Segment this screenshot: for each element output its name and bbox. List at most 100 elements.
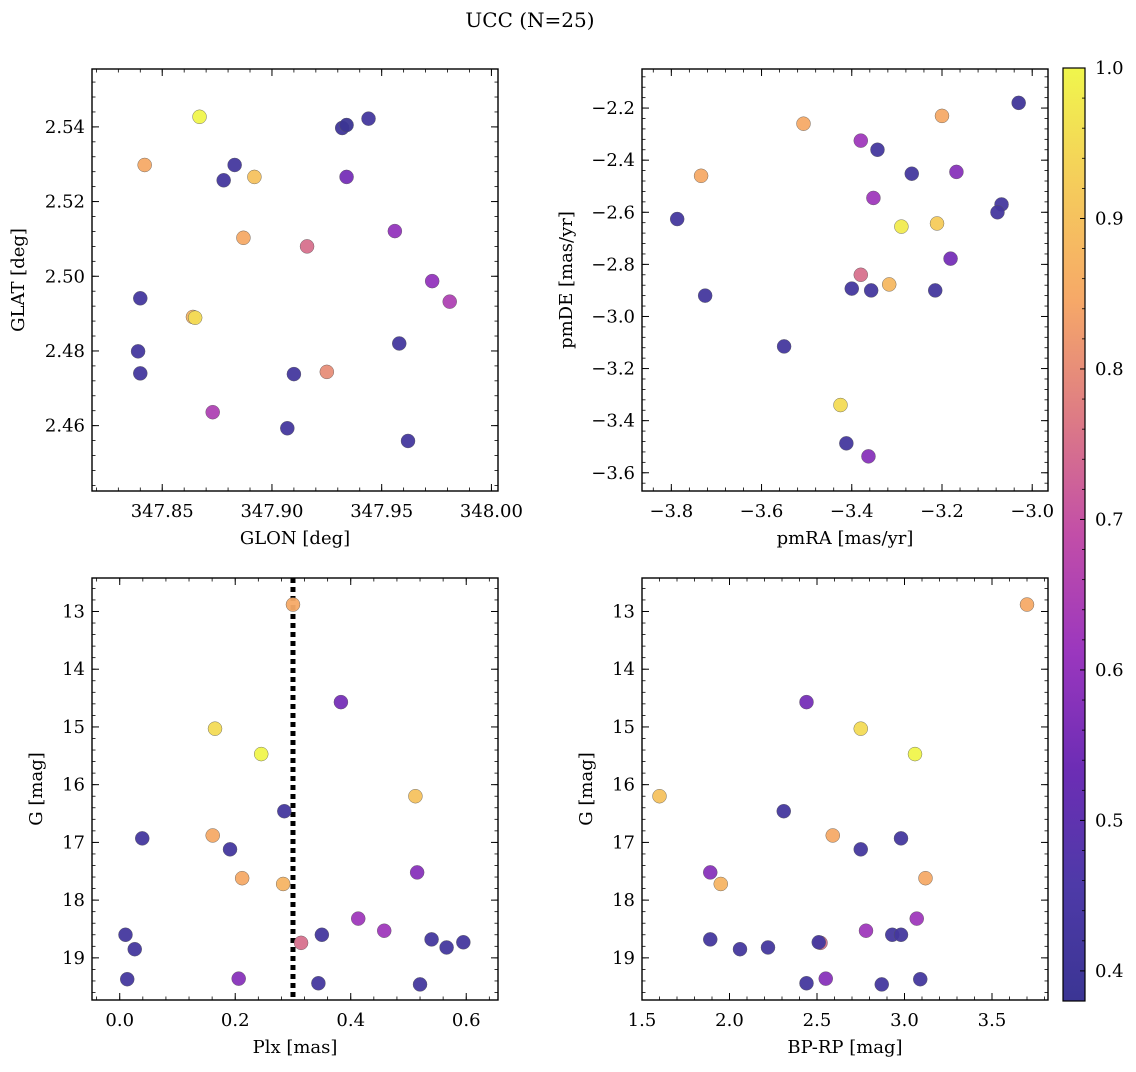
data-point [825,828,840,843]
y-tick-label: 17 [612,832,635,853]
data-point [853,133,868,148]
data-point [703,865,718,880]
data-point [409,865,425,880]
data-point [339,117,354,133]
data-point [205,405,220,420]
data-point [377,923,392,938]
x-tick-label: −3.0 [1010,501,1054,522]
data-point [456,935,471,950]
data-point [853,721,868,736]
x-axis-label: Plx [mas] [253,1037,338,1058]
data-point [697,288,713,303]
data-point [799,976,814,991]
y-tick-label: 14 [62,659,85,680]
data-point [120,972,135,987]
panel-lonlat: 347.85 347.90 347.95 348.00 2.46 2.48 2.50 2.52… [8,68,523,549]
data-point [192,109,207,125]
colorbar-tick-label: 0.5 [1095,810,1124,831]
x-tick-label: −3.8 [649,501,693,522]
y-tick-label: 13 [62,601,85,622]
data-point [424,273,440,289]
x-tick-label: 2.0 [715,1010,744,1031]
y-tick-label: 18 [62,890,85,911]
data-point [949,164,964,180]
data-point [133,366,148,381]
x-tick-label: 347.90 [240,501,303,522]
y-tick-label: 16 [612,775,635,796]
y-tick-label: −3.6 [591,463,635,484]
data-point [231,971,246,986]
data-point [863,283,879,298]
x-tick-label: 2.5 [803,1010,832,1031]
data-point [934,108,950,124]
scatter-points [118,597,471,992]
data-point [227,157,242,173]
data-point [187,310,203,325]
y-tick-label: 15 [612,717,635,738]
x-tick-label: 1.5 [628,1010,657,1031]
data-point [361,111,376,126]
data-point [928,283,943,298]
scatter-points [652,597,1035,992]
colorbar-tick-label: 0.9 [1095,208,1124,229]
colorbar-gradient [1062,67,1086,1002]
panel-cmd: 1.5 2.0 2.5 3.0 3.5 13 14 15 16 17 18 19 BP-RP [mag]… [576,577,1049,1058]
data-point [339,169,354,185]
x-tick-label: 348.00 [460,501,523,522]
x-tick-label: 0.2 [221,1010,250,1031]
data-point [818,971,833,986]
y-tick-label: −2.2 [591,98,635,119]
data-point [907,746,923,762]
data-point [127,941,142,957]
y-axis-label: pmDE [mas/yr] [556,211,577,349]
y-tick-label: −3.0 [591,306,635,327]
data-point [216,173,231,188]
data-point [207,721,223,736]
data-point [351,911,366,926]
panel-pm: −3.8 −3.6 −3.4 −3.2 −3.0 −3.6 −3.4 −3.2 −3.0 −2.8… [556,68,1054,549]
data-point [285,597,301,612]
data-point [943,251,958,266]
axes-frame [91,68,499,492]
y-tick-label: 13 [612,601,635,622]
scatter-points [130,109,457,449]
y-tick-label: 15 [62,717,85,738]
data-point [135,831,150,846]
x-tick-label: 0.0 [105,1010,134,1031]
x-tick-label: −3.4 [830,501,874,522]
data-point [894,219,909,234]
data-point [442,294,457,309]
colorbar-tick-label: 0.4 [1095,961,1124,982]
y-tick-label: 18 [612,890,635,911]
data-point [236,230,251,246]
data-point [275,876,291,892]
data-point [853,267,868,282]
data-point [311,976,326,991]
colorbar-tick-label: 0.8 [1095,359,1124,380]
data-point [424,932,439,947]
axes-frame [91,577,499,1001]
x-tick-label: 0.6 [452,1010,481,1031]
y-tick-label: 2.48 [45,341,85,362]
y-tick-label: −3.2 [591,359,635,380]
data-point [853,842,868,857]
y-axis-label: GLAT [deg] [8,228,29,332]
data-point [839,436,854,451]
y-tick-label: −2.8 [591,254,635,275]
data-point [333,694,349,710]
data-point [400,433,416,449]
data-point [280,421,295,436]
data-point [118,927,133,942]
y-tick-label: 2.50 [45,266,85,287]
x-tick-label: 0.4 [336,1010,365,1031]
data-point [222,842,238,857]
data-point [130,344,146,359]
x-axis-label: GLON [deg] [240,528,350,549]
y-tick-label: −2.4 [591,150,635,171]
data-point [205,828,220,843]
data-point [412,977,428,992]
data-point [799,694,814,710]
y-tick-label: −2.6 [591,202,635,223]
data-point [866,190,881,206]
figure-title: UCC (N=25) [465,8,594,32]
